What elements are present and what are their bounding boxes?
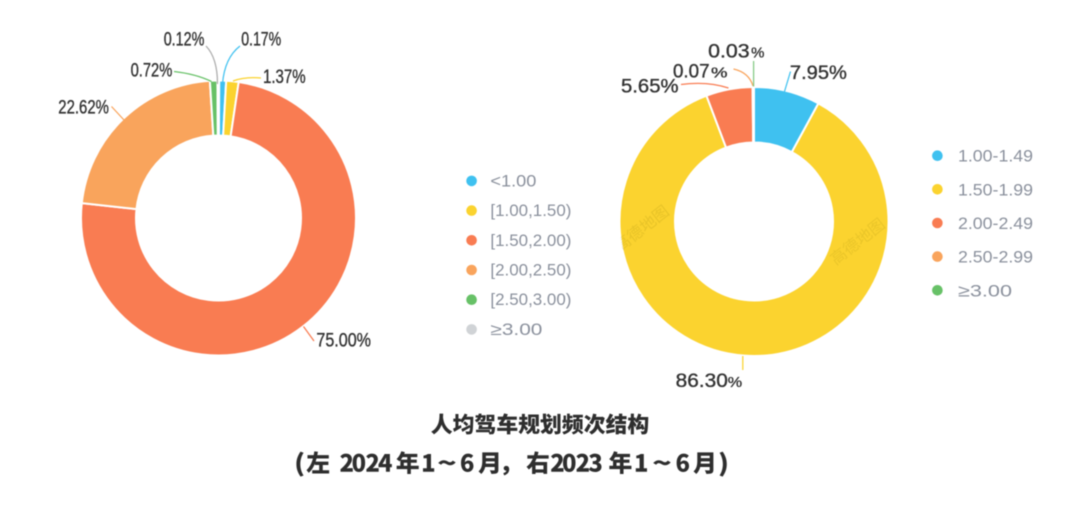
svg-text:86.30: 86.30 bbox=[676, 371, 728, 392]
svg-text:1.50-1.99: 1.50-1.99 bbox=[958, 180, 1033, 199]
svg-text:0.07: 0.07 bbox=[673, 62, 710, 83]
svg-text:<1.00: <1.00 bbox=[490, 172, 536, 190]
svg-text:[2.50,3.00): [2.50,3.00) bbox=[490, 291, 571, 309]
svg-text:7.95%: 7.95% bbox=[790, 63, 847, 84]
svg-text:0.03: 0.03 bbox=[708, 41, 750, 62]
svg-text:%: % bbox=[751, 44, 764, 61]
svg-text:%: % bbox=[728, 374, 742, 391]
svg-text:2.50-2.99: 2.50-2.99 bbox=[958, 248, 1033, 267]
svg-text:[1.00,1.50): [1.00,1.50) bbox=[490, 202, 571, 220]
svg-text:1.00-1.49: 1.00-1.49 bbox=[958, 147, 1033, 166]
svg-text:[1.50,2.00): [1.50,2.00) bbox=[490, 232, 571, 250]
svg-text:0.17%: 0.17% bbox=[241, 29, 281, 50]
svg-text:2.00-2.49: 2.00-2.49 bbox=[958, 214, 1033, 233]
svg-text:0.72%: 0.72% bbox=[131, 61, 173, 82]
svg-text:%: % bbox=[711, 65, 728, 82]
svg-text:5.65%: 5.65% bbox=[621, 77, 679, 98]
svg-text:≥3.00: ≥3.00 bbox=[490, 321, 542, 339]
svg-text:22.62%: 22.62% bbox=[58, 98, 109, 119]
svg-text:0.12%: 0.12% bbox=[164, 29, 205, 50]
svg-text:[2.00,2.50): [2.00,2.50) bbox=[490, 262, 571, 280]
svg-text:75.00%: 75.00% bbox=[316, 331, 371, 352]
svg-text:1.37%: 1.37% bbox=[263, 67, 306, 88]
svg-text:≥3.00: ≥3.00 bbox=[958, 281, 1012, 300]
